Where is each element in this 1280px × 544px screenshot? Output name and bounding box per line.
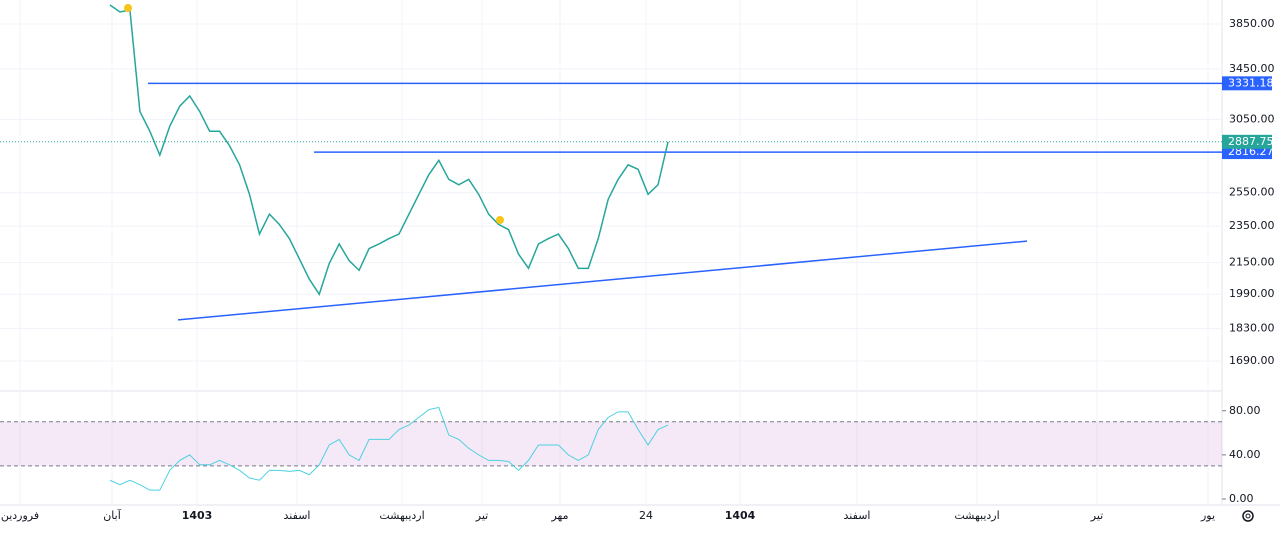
x-tick-label: تیر [475, 509, 488, 522]
rsi-tick-label: 40.00 [1229, 448, 1261, 461]
y-tick-label: 1830.00 [1229, 322, 1275, 335]
x-tick-label: اسفند [844, 509, 871, 522]
y-tick-label: 1690.00 [1229, 354, 1275, 367]
rsi-band [0, 421, 1222, 466]
gear [1242, 510, 1254, 522]
y-tick-label: 3850.00 [1229, 17, 1275, 30]
x-tick-label: تیر [1090, 509, 1103, 522]
level-tag-label: 3331.18 [1228, 76, 1274, 89]
x-tick-label: اردیبهشت [954, 509, 999, 522]
x-tick-label: 24 [639, 509, 653, 522]
gear-hub [1245, 513, 1251, 519]
event-marker [496, 216, 504, 224]
y-tick-label: 2350.00 [1229, 219, 1275, 232]
event-marker [124, 4, 132, 12]
y-tick-label: 2550.00 [1229, 186, 1275, 199]
y-tick-label: 2150.00 [1229, 256, 1275, 269]
y-tick-label: 1990.00 [1229, 287, 1275, 300]
x-tick-label: اردیبهشت [379, 509, 424, 522]
last-price-label: 2887.75 [1228, 135, 1274, 148]
x-tick-label: فروردین [1, 509, 39, 522]
trend-line [177, 240, 1028, 321]
y-tick-label: 3050.00 [1229, 112, 1275, 125]
level-tag [1222, 76, 1272, 91]
x-tick-label: مهر [550, 509, 568, 522]
y-tick-label: 3450.00 [1229, 62, 1275, 75]
rsi-tick-label: 80.00 [1229, 404, 1261, 417]
x-tick-label: اسفند [284, 509, 311, 522]
series-line [109, 406, 669, 491]
x-tick-label: یور [1200, 509, 1215, 522]
x-tick-label: 1403 [182, 509, 213, 522]
x-tick-label: 1404 [725, 509, 756, 522]
settings-icon[interactable] [1242, 510, 1254, 522]
rsi-tick-label: 0.00 [1229, 492, 1254, 505]
series-line [109, 4, 669, 296]
x-tick-label: آبان [103, 508, 121, 522]
last-price-tag [1222, 134, 1272, 149]
